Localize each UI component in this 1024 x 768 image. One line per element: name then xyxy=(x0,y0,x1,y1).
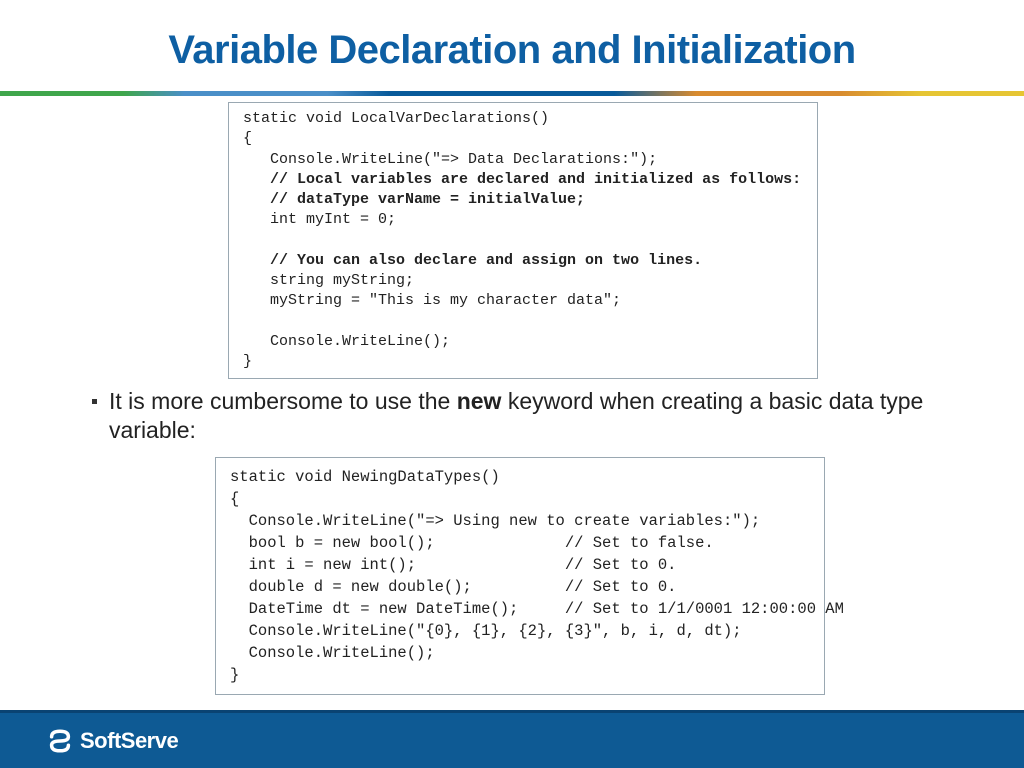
brand-logo: SoftServe xyxy=(46,727,178,755)
code-line: static void NewingDataTypes() xyxy=(230,468,500,486)
code-line: Console.WriteLine("{0}, {1}, {2}, {3}", … xyxy=(230,622,742,640)
brand-name: SoftServe xyxy=(80,728,178,754)
code-line: int myInt = 0; xyxy=(243,211,396,228)
bullet-icon xyxy=(92,399,97,404)
bullet-row: It is more cumbersome to use the new key… xyxy=(60,387,964,445)
code-line: { xyxy=(230,490,239,508)
code-block-2: static void NewingDataTypes() { Console.… xyxy=(215,457,825,695)
code-line: { xyxy=(243,130,252,147)
code-comment: // dataType varName = initialValue; xyxy=(243,191,585,208)
code-line: Console.WriteLine("=> Using new to creat… xyxy=(230,512,760,530)
bullet-text: It is more cumbersome to use the new key… xyxy=(109,387,964,445)
code-line: double d = new double(); // Set to 0. xyxy=(230,578,676,596)
code-line: Console.WriteLine(); xyxy=(230,644,435,662)
code-comment: // Local variables are declared and init… xyxy=(243,171,801,188)
bullet-pre: It is more cumbersome to use the xyxy=(109,388,457,414)
code-line: } xyxy=(230,666,239,684)
slide-title: Variable Declaration and Initialization xyxy=(0,0,1024,91)
slide-content: static void LocalVarDeclarations() { Con… xyxy=(0,96,1024,695)
code-line: myString = "This is my character data"; xyxy=(243,292,621,309)
code-block-1: static void LocalVarDeclarations() { Con… xyxy=(228,102,818,379)
code-line: Console.WriteLine(); xyxy=(243,333,450,350)
code-line: int i = new int(); // Set to 0. xyxy=(230,556,676,574)
code-line: string myString; xyxy=(243,272,414,289)
code-line: DateTime dt = new DateTime(); // Set to … xyxy=(230,600,844,618)
footer-bar: SoftServe xyxy=(0,710,1024,768)
softserve-icon xyxy=(46,727,74,755)
code-comment: // You can also declare and assign on tw… xyxy=(243,252,702,269)
bullet-bold: new xyxy=(457,388,502,414)
code-line: } xyxy=(243,353,252,370)
code-line: bool b = new bool(); // Set to false. xyxy=(230,534,714,552)
code-line: static void LocalVarDeclarations() xyxy=(243,110,549,127)
code-line: Console.WriteLine("=> Data Declarations:… xyxy=(243,151,657,168)
